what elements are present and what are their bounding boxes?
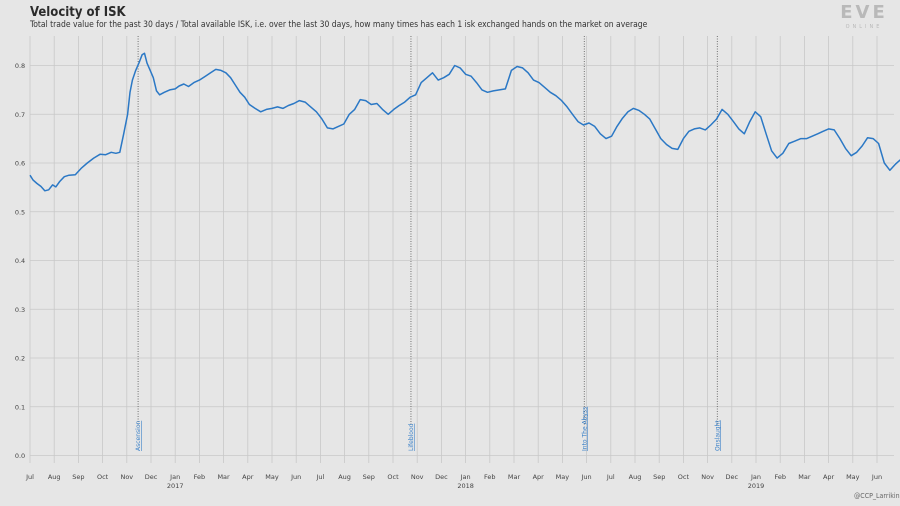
y-tick-label: 0.3: [15, 306, 25, 314]
x-tick-label: Feb: [774, 473, 786, 481]
x-tick-label: May: [556, 473, 570, 481]
logo-text: EVE: [840, 2, 888, 23]
author-credit: @CCP_Larrikin: [854, 492, 900, 500]
x-tick-label: Apr: [242, 473, 254, 481]
y-tick-label: 0.2: [15, 355, 25, 363]
x-tick-label: May: [265, 473, 279, 481]
x-year-label: 2019: [748, 482, 765, 490]
x-tick-label: Sep: [363, 473, 375, 481]
x-tick-label: Jun: [871, 473, 882, 481]
y-tick-label: 0.0: [15, 452, 25, 460]
y-tick-label: 0.5: [15, 208, 25, 216]
series-layer: [29, 52, 900, 192]
x-tick-label: Jan: [169, 473, 180, 481]
x-tick-label: Oct: [678, 473, 690, 481]
x-tick-label: Jul: [315, 473, 324, 481]
annotation-label: Onslaught: [714, 420, 721, 451]
x-tick-label: Nov: [701, 473, 714, 481]
x-tick-label: May: [846, 473, 860, 481]
x-year-label: 2018: [457, 482, 474, 490]
y-tick-label: 0.8: [15, 62, 25, 70]
x-tick-label: Dec: [726, 473, 739, 481]
x-tick-label: Jan: [460, 473, 471, 481]
x-tick-label: Sep: [653, 473, 665, 481]
release-annotations: Ascension Lifeblood Into The Abyss Onslaugh…: [135, 36, 721, 451]
x-tick-label: Sep: [72, 473, 84, 481]
x-tick-label: Nov: [411, 473, 424, 481]
x-tick-label: Mar: [508, 473, 521, 481]
x-tick-label: Feb: [484, 473, 496, 481]
x-tick-label: Jul: [606, 473, 615, 481]
chart-title: Velocity of ISK: [30, 5, 126, 20]
series-line: [29, 52, 900, 192]
x-tick-label: Feb: [194, 473, 206, 481]
x-tick-label: Aug: [629, 473, 642, 481]
x-tick-label: Dec: [145, 473, 158, 481]
annotation-label: Lifeblood: [408, 423, 415, 451]
x-tick-label: Oct: [387, 473, 399, 481]
y-tick-label: 0.1: [15, 403, 25, 411]
x-tick-label: Mar: [217, 473, 230, 481]
annotation-label: Into The Abyss: [581, 407, 588, 451]
chart-subtitle: Total trade value for the past 30 days /…: [30, 20, 648, 30]
x-tick-label: Oct: [97, 473, 109, 481]
x-tick-label: Mar: [798, 473, 811, 481]
x-tick-label: Nov: [120, 473, 133, 481]
x-tick-label: Jun: [581, 473, 592, 481]
x-tick-label: Aug: [338, 473, 351, 481]
eve-online-logo: EVE ONLINE: [840, 2, 888, 30]
x-tick-label: Apr: [823, 473, 835, 481]
annotation-label: Ascension: [135, 421, 142, 451]
y-tick-label: 0.7: [15, 111, 25, 119]
y-tick-label: 0.4: [15, 257, 25, 265]
x-year-label: 2017: [167, 482, 184, 490]
x-tick-label: Jan: [750, 473, 761, 481]
y-tick-label: 0.6: [15, 160, 25, 168]
y-axis-tick-labels: 0.0 0.1 0.2 0.3 0.4 0.5 0.6 0.7 0.8: [15, 62, 25, 460]
x-gridlines: [29, 36, 878, 463]
x-tick-label: Dec: [435, 473, 448, 481]
x-tick-label: Apr: [533, 473, 545, 481]
x-tick-label: Jun: [290, 473, 301, 481]
x-tick-label: Aug: [48, 473, 61, 481]
logo-subtext: ONLINE: [846, 24, 883, 30]
x-tick-label: Jul: [25, 473, 34, 481]
y-gridlines: [30, 65, 894, 456]
